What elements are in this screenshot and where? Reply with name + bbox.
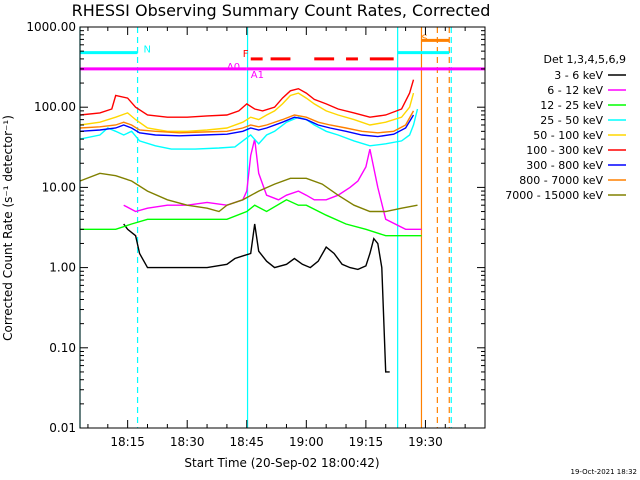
flag-bars (80, 38, 485, 71)
series-line (123, 223, 390, 373)
annotations: N A0 A1F S (144, 33, 428, 81)
x-tick-label: 18:15 (110, 435, 145, 449)
y-tick-label: 1.00 (49, 261, 76, 275)
x-tick-label: 19:30 (408, 435, 443, 449)
y-tick-label: 0.01 (49, 421, 76, 435)
legend-entry-label: 6 - 12 keV (547, 84, 603, 97)
legend-entry-label: 300 - 800 keV (526, 159, 603, 172)
series-lines (79, 79, 422, 373)
y-tick-label: 0.10 (49, 341, 76, 355)
series-line (79, 172, 418, 213)
legend-title: Det 1,3,4,5,6,9 (543, 53, 626, 66)
y-axis-label: Corrected Count Rate (s⁻¹ detector⁻¹) (1, 115, 15, 341)
series-line (79, 79, 415, 118)
annotation-label: N (144, 45, 151, 56)
x-tick-label: 19:15 (349, 435, 384, 449)
y-axis: 1000.00 100.00 10.00 1.00 0.10 0.01 (26, 20, 485, 435)
date-stamp: 19-Oct-2021 18:32 (571, 468, 637, 476)
annotation-label: A0 (227, 62, 240, 73)
series-line (79, 108, 419, 150)
legend-entry-label: 50 - 100 keV (533, 129, 603, 142)
series-line (79, 110, 415, 134)
legend-entry-label: 25 - 50 keV (540, 114, 603, 127)
annotation-label: F (243, 49, 249, 60)
plot-frame (79, 26, 486, 429)
legend: Det 1,3,4,5,6,9 3 - 6 keV 6 - 12 keV 12 - … (505, 53, 626, 202)
annotation-label: A1 (251, 70, 264, 81)
y-tick-label: 100.00 (34, 100, 76, 114)
legend-entry-label: 12 - 25 keV (540, 99, 603, 112)
x-tick-label: 18:45 (229, 435, 264, 449)
x-tick-label: 19:00 (289, 435, 324, 449)
series-line (123, 138, 422, 231)
y-tick-label: 10.00 (42, 180, 76, 194)
x-axis-label: Start Time (20-Sep-02 18:00:42) (184, 456, 379, 470)
chart-title: RHESSI Observing Summary Count Rates, Co… (72, 1, 491, 20)
legend-entry-label: 3 - 6 keV (554, 69, 603, 82)
series-line (79, 92, 415, 133)
legend-entry-label: 7000 - 15000 keV (505, 189, 603, 202)
vertical-markers (79, 27, 452, 428)
series-line (80, 199, 422, 237)
legend-entry-label: 100 - 300 keV (526, 144, 603, 157)
x-axis: 18:15 18:30 18:45 19:00 19:15 19:30 (87, 27, 466, 449)
x-tick-label: 18:30 (170, 435, 205, 449)
plot-area: N A0 A1F S (79, 26, 486, 429)
legend-entry-label: 800 - 7000 keV (519, 174, 603, 187)
series-line (79, 114, 415, 138)
y-tick-label: 1000.00 (26, 20, 76, 34)
annotation-label: S (421, 33, 427, 44)
